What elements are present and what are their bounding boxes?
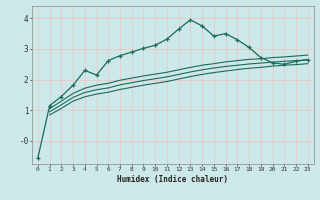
X-axis label: Humidex (Indice chaleur): Humidex (Indice chaleur) [117,175,228,184]
